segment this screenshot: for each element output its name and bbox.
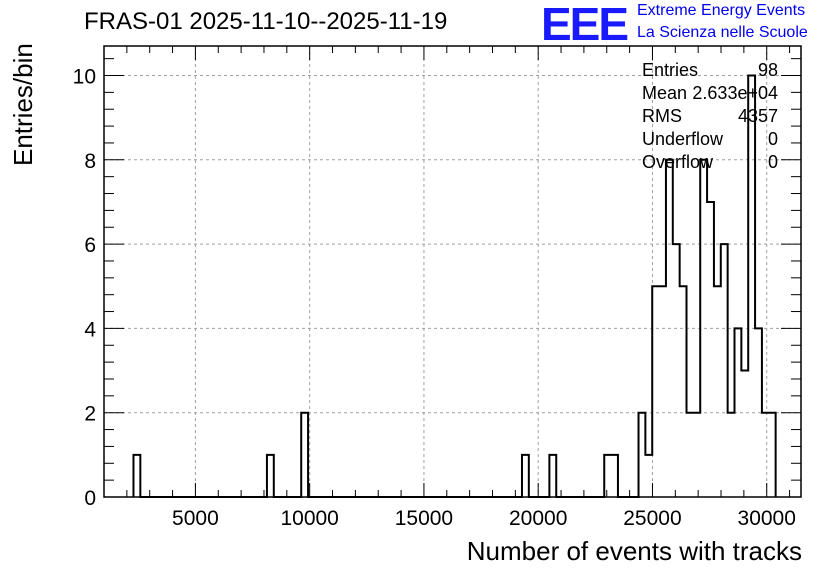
x-tick-label: 20000 [509, 507, 567, 530]
histogram-bin [659, 286, 666, 497]
eee-logo: EEE [541, 0, 629, 50]
stats-underflow-value: 0 [767, 129, 778, 149]
histogram-bin [687, 413, 701, 497]
histogram-bin [611, 455, 618, 497]
stats-entries-label: Entries [642, 60, 699, 80]
plot-frame [103, 45, 802, 498]
y-tick-label: 4 [84, 318, 96, 341]
axis-tick-labels: 5000 10000 15000 20000 25000 30000 0 2 4 6 8 10 [73, 66, 796, 530]
histogram-bin [680, 286, 687, 497]
x-tick-label: 10000 [280, 507, 338, 530]
stats-rms-value: 4357 [737, 106, 778, 126]
stats-mean-value: 2.633e+04 [692, 83, 778, 103]
stats-entries-value: 98 [757, 60, 778, 80]
histogram-bin [707, 202, 714, 497]
stats-overflow-label: Overflow [642, 152, 714, 172]
histogram-bin [604, 455, 611, 497]
stats-underflow-label: Underflow [642, 129, 724, 149]
histogram-bin [721, 244, 728, 497]
histogram-bin [652, 286, 659, 497]
y-axis-label-text: Entries/bin [8, 43, 38, 166]
histogram-bin [728, 413, 735, 497]
histogram-bin [301, 413, 308, 497]
histogram-bin [748, 76, 755, 497]
histogram-bin [762, 413, 776, 497]
histogram-bin [522, 455, 529, 497]
plot-title: FRAS-01 2025-11-10--2025-11-19 [84, 8, 448, 35]
histogram-bin [549, 455, 556, 497]
logo-tagline-1: Extreme Energy Events [637, 2, 806, 19]
histogram-series [132, 74, 777, 498]
grid-lines [104, 46, 801, 497]
histogram-bin [741, 371, 748, 497]
y-tick-label: 2 [84, 403, 96, 426]
histogram-bin [267, 455, 274, 497]
y-tick-label: 0 [84, 487, 96, 510]
stats-rms-label: RMS [642, 106, 682, 126]
histogram-bin [645, 455, 652, 497]
stats-overflow-value: 0 [767, 152, 778, 172]
x-axis-label: Number of events with tracks [466, 536, 802, 566]
histogram-bin [673, 244, 680, 497]
histogram-outline [132, 74, 777, 498]
histogram-bin [133, 455, 140, 497]
x-tick-label: 25000 [623, 507, 681, 530]
stats-mean-label: Mean [642, 83, 688, 103]
histogram-bin [714, 286, 721, 497]
x-tick-label: 30000 [738, 507, 796, 530]
axis-ticks [103, 46, 801, 498]
logo-tagline-2: La Scienza nelle Scuole [637, 24, 808, 41]
y-tick-label: 6 [84, 234, 96, 257]
x-tick-label: 5000 [172, 507, 219, 530]
x-tick-label: 15000 [395, 507, 453, 530]
y-tick-label: 8 [84, 150, 96, 173]
y-tick-label: 10 [73, 66, 96, 89]
histogram-bin [639, 413, 646, 497]
